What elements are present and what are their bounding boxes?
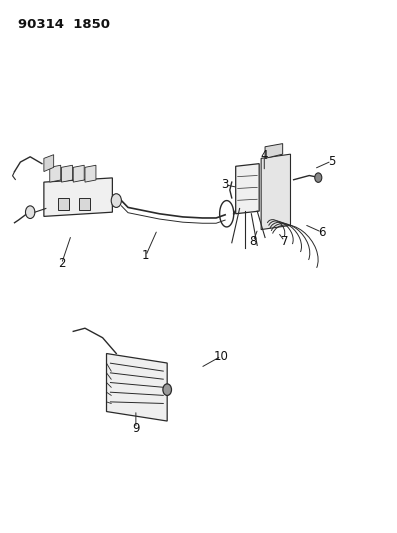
Polygon shape (44, 178, 112, 216)
Polygon shape (85, 165, 96, 182)
Text: 6: 6 (318, 225, 326, 239)
Polygon shape (236, 164, 259, 214)
Text: 4: 4 (260, 149, 268, 162)
Circle shape (25, 206, 35, 219)
Circle shape (163, 384, 172, 395)
Polygon shape (261, 154, 291, 230)
Text: 90314  1850: 90314 1850 (18, 18, 110, 30)
Polygon shape (265, 143, 283, 158)
Text: 2: 2 (58, 257, 65, 270)
Polygon shape (44, 155, 54, 172)
Polygon shape (50, 165, 61, 182)
Polygon shape (73, 165, 84, 182)
Bar (79, 198, 90, 210)
Polygon shape (106, 353, 167, 421)
Text: 9: 9 (132, 422, 140, 435)
Text: 1: 1 (142, 249, 149, 262)
Text: 10: 10 (214, 350, 229, 362)
Text: 3: 3 (222, 178, 229, 191)
Bar (58, 198, 69, 210)
Circle shape (315, 173, 322, 182)
Text: 7: 7 (281, 235, 288, 248)
Circle shape (111, 193, 121, 207)
Text: 5: 5 (328, 155, 335, 167)
Polygon shape (62, 165, 73, 182)
Text: 8: 8 (250, 235, 257, 248)
